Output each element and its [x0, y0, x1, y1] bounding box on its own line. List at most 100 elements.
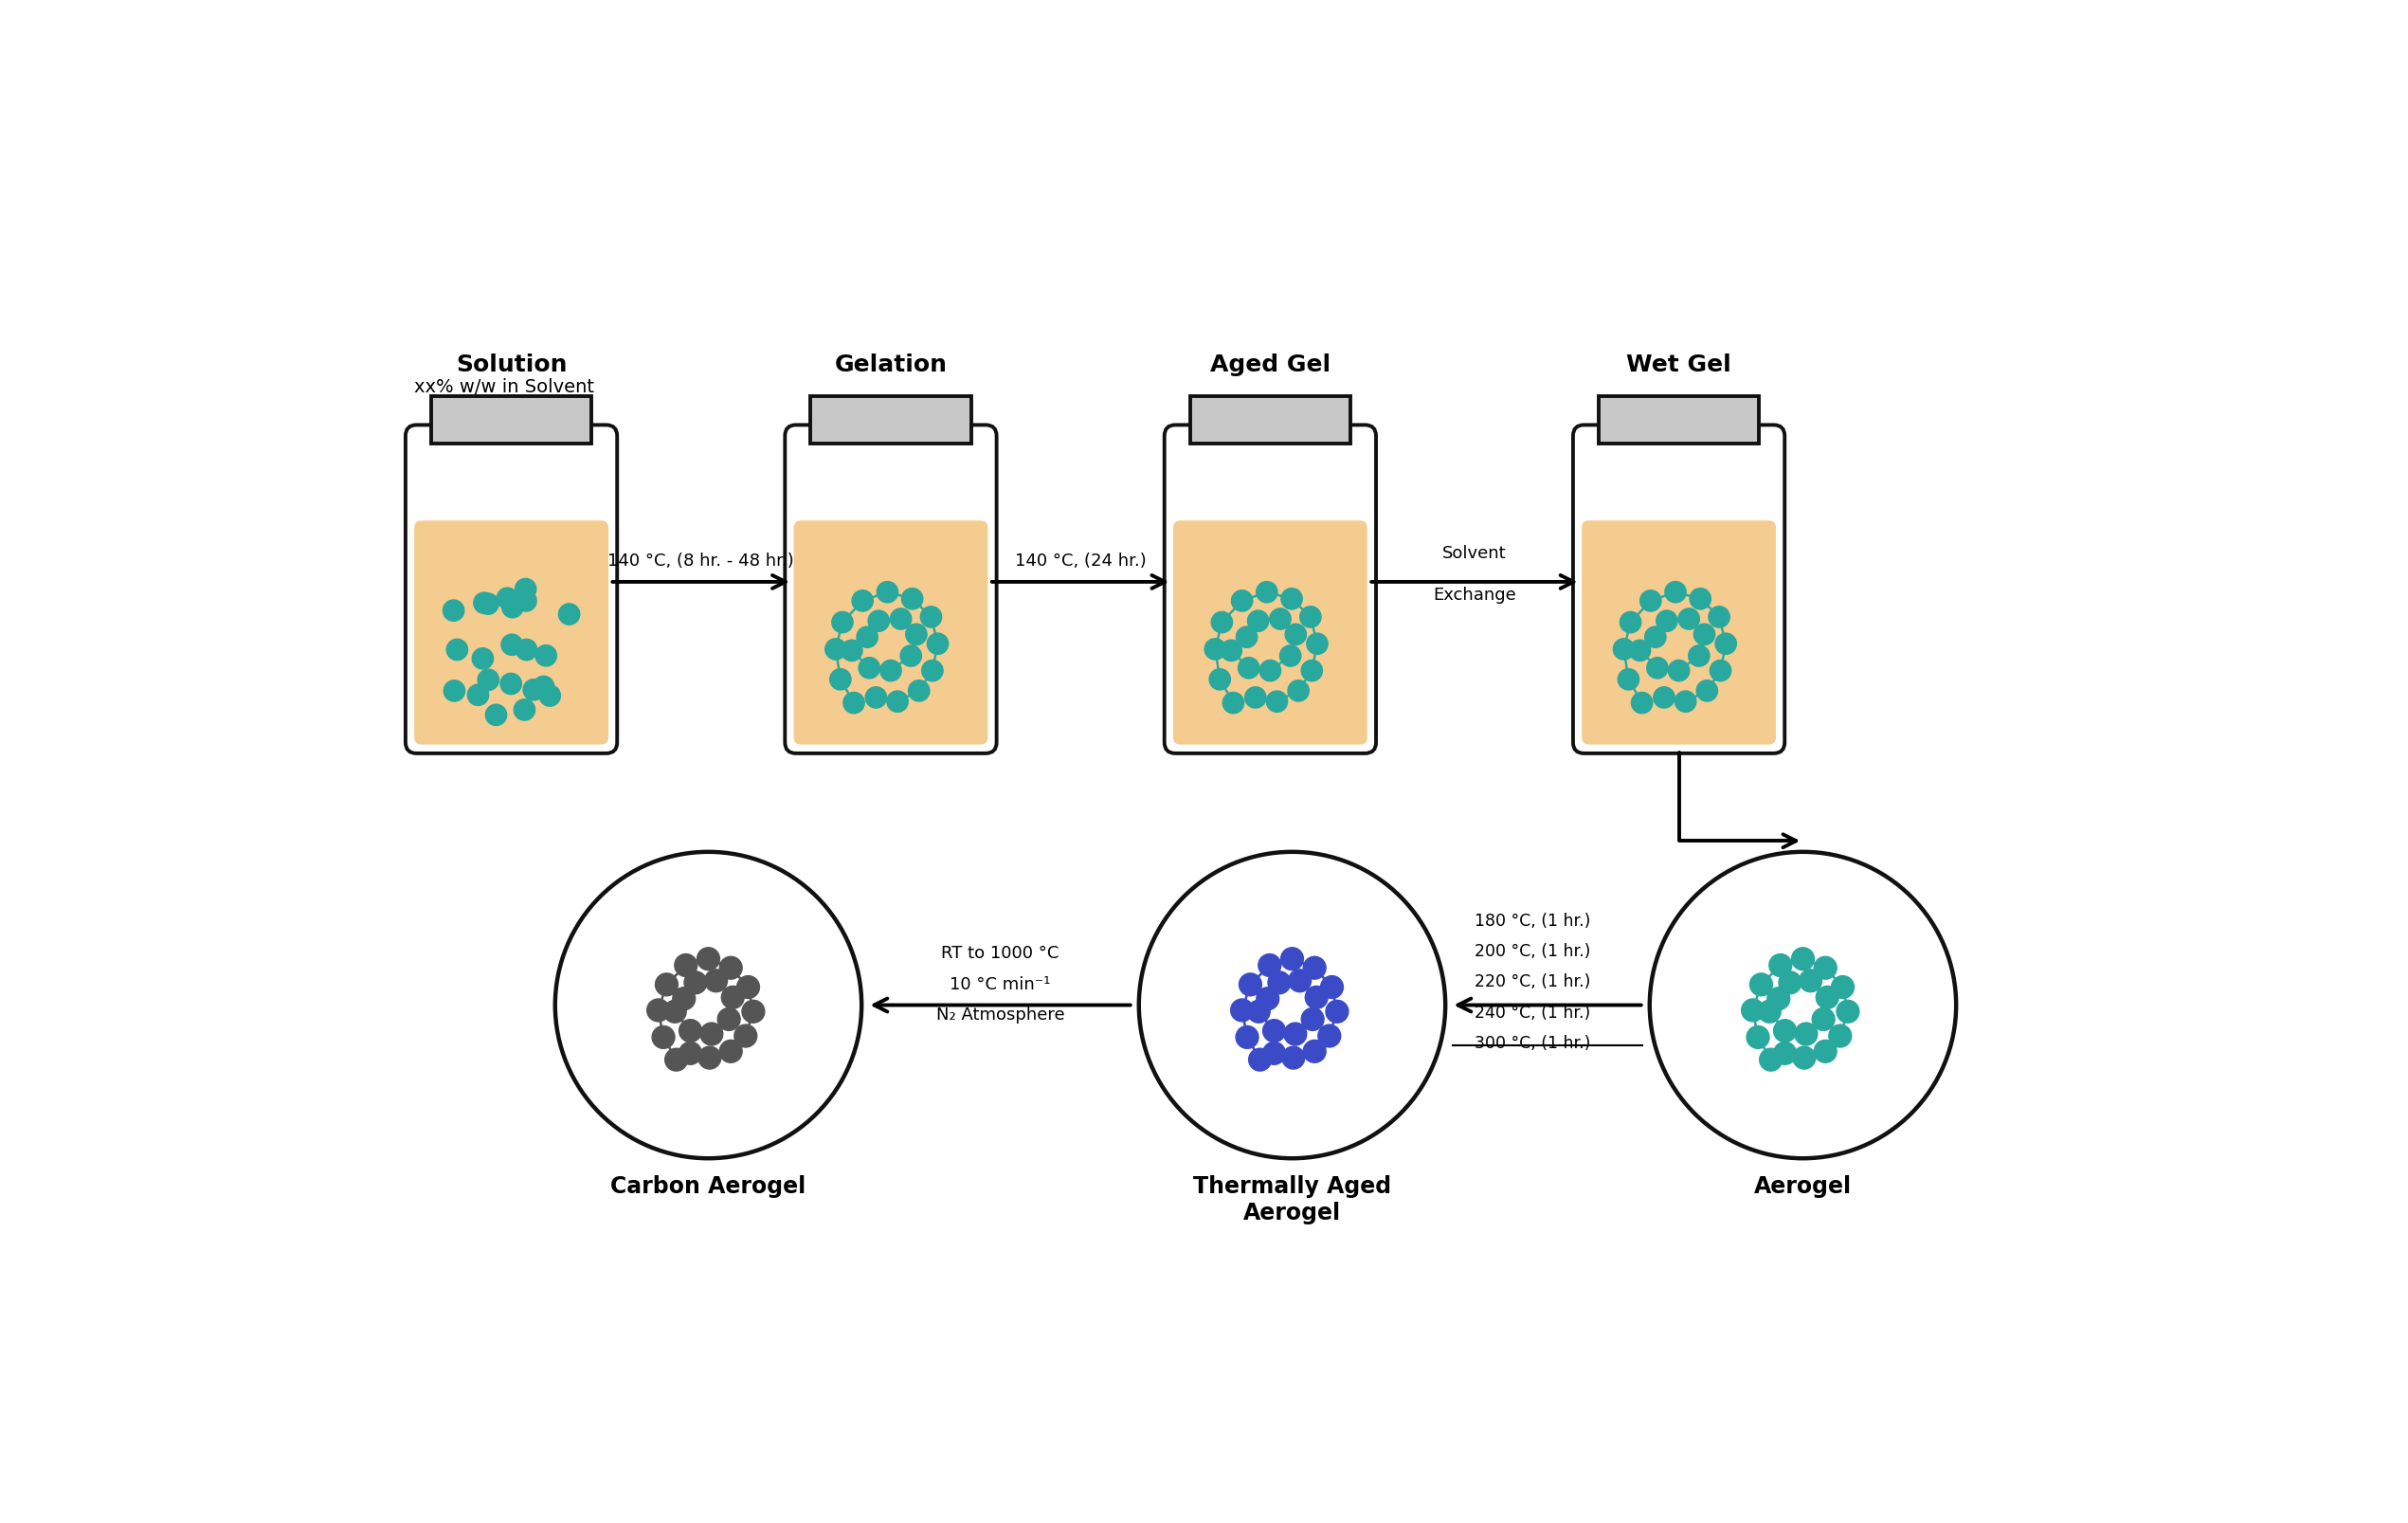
- FancyBboxPatch shape: [414, 521, 609, 745]
- Circle shape: [1837, 1001, 1859, 1023]
- Text: 300 °C, (1 hr.): 300 °C, (1 hr.): [1476, 1034, 1592, 1051]
- Circle shape: [535, 646, 556, 667]
- Circle shape: [1621, 612, 1642, 634]
- Circle shape: [665, 1049, 689, 1071]
- Circle shape: [706, 970, 727, 993]
- Text: Carbon Aerogel: Carbon Aerogel: [612, 1174, 807, 1197]
- Circle shape: [831, 669, 850, 690]
- Circle shape: [908, 681, 929, 702]
- Circle shape: [1308, 634, 1327, 655]
- Circle shape: [1223, 693, 1245, 714]
- Circle shape: [1257, 582, 1276, 603]
- FancyBboxPatch shape: [1599, 396, 1760, 443]
- Circle shape: [1799, 970, 1823, 993]
- Circle shape: [1283, 1023, 1308, 1046]
- Circle shape: [472, 649, 494, 670]
- Circle shape: [1794, 1023, 1818, 1046]
- Circle shape: [852, 591, 874, 612]
- Circle shape: [1710, 661, 1731, 682]
- Circle shape: [1259, 661, 1281, 682]
- Circle shape: [1250, 1049, 1271, 1071]
- Circle shape: [1767, 988, 1789, 1010]
- Circle shape: [1327, 1001, 1348, 1023]
- Circle shape: [539, 685, 561, 707]
- Circle shape: [1751, 973, 1772, 996]
- Text: RT to 1000 °C: RT to 1000 °C: [942, 944, 1060, 961]
- Circle shape: [1813, 1008, 1835, 1031]
- Text: Gelation: Gelation: [836, 353, 946, 376]
- FancyBboxPatch shape: [431, 396, 592, 443]
- Circle shape: [857, 627, 879, 649]
- Circle shape: [1630, 641, 1649, 661]
- Circle shape: [679, 1042, 701, 1065]
- Circle shape: [1770, 955, 1792, 976]
- Circle shape: [501, 673, 523, 694]
- Circle shape: [1235, 627, 1257, 649]
- Circle shape: [1303, 956, 1327, 979]
- Text: 140 °C, (24 hr.): 140 °C, (24 hr.): [1014, 553, 1146, 570]
- Circle shape: [1281, 589, 1303, 609]
- Text: 200 °C, (1 hr.): 200 °C, (1 hr.): [1476, 943, 1592, 959]
- Circle shape: [515, 591, 537, 612]
- Circle shape: [737, 976, 759, 999]
- Circle shape: [443, 681, 465, 702]
- Circle shape: [1235, 1027, 1259, 1049]
- Circle shape: [1688, 646, 1710, 667]
- Circle shape: [496, 588, 518, 609]
- Circle shape: [1698, 681, 1717, 702]
- Circle shape: [698, 1046, 720, 1069]
- Circle shape: [1758, 1001, 1782, 1023]
- Circle shape: [742, 1001, 766, 1023]
- Circle shape: [1741, 999, 1765, 1022]
- Circle shape: [501, 597, 523, 618]
- Circle shape: [1211, 612, 1233, 634]
- Circle shape: [922, 661, 944, 682]
- Circle shape: [1775, 1020, 1796, 1042]
- Circle shape: [720, 1040, 742, 1063]
- Circle shape: [1303, 1040, 1327, 1063]
- Circle shape: [556, 853, 862, 1159]
- Circle shape: [1300, 1008, 1324, 1031]
- Circle shape: [513, 699, 535, 720]
- Circle shape: [672, 988, 696, 1010]
- FancyBboxPatch shape: [1165, 425, 1375, 754]
- Circle shape: [1780, 972, 1801, 995]
- Circle shape: [1238, 658, 1259, 679]
- FancyBboxPatch shape: [405, 425, 616, 754]
- Circle shape: [1262, 1042, 1286, 1065]
- Circle shape: [1269, 609, 1291, 631]
- Circle shape: [477, 594, 498, 615]
- Circle shape: [1288, 681, 1310, 702]
- Circle shape: [1613, 640, 1635, 661]
- Circle shape: [1669, 661, 1690, 682]
- Circle shape: [1257, 988, 1279, 1010]
- Circle shape: [1640, 591, 1662, 612]
- Circle shape: [653, 1027, 674, 1049]
- Circle shape: [1760, 1049, 1782, 1071]
- Circle shape: [843, 693, 864, 714]
- Circle shape: [674, 955, 698, 976]
- Circle shape: [1649, 853, 1955, 1159]
- Circle shape: [515, 640, 537, 661]
- Circle shape: [826, 640, 845, 661]
- FancyBboxPatch shape: [1173, 521, 1368, 745]
- Circle shape: [734, 1025, 756, 1048]
- Text: Solution: Solution: [455, 353, 566, 376]
- Circle shape: [1664, 582, 1686, 603]
- Circle shape: [1710, 606, 1729, 627]
- Circle shape: [684, 972, 708, 995]
- Circle shape: [1230, 591, 1252, 612]
- Text: N₂ Atmosphere: N₂ Atmosphere: [937, 1005, 1064, 1023]
- Circle shape: [881, 661, 901, 682]
- Circle shape: [1259, 955, 1281, 976]
- Circle shape: [443, 600, 465, 621]
- Text: Aerogel: Aerogel: [1753, 1174, 1852, 1197]
- Circle shape: [1262, 1020, 1286, 1042]
- Circle shape: [1247, 1001, 1269, 1023]
- Circle shape: [1245, 687, 1267, 708]
- FancyBboxPatch shape: [785, 425, 997, 754]
- Circle shape: [1320, 976, 1344, 999]
- Text: 10 °C min⁻¹: 10 °C min⁻¹: [949, 975, 1050, 993]
- Circle shape: [1647, 658, 1669, 679]
- Circle shape: [1317, 1025, 1341, 1048]
